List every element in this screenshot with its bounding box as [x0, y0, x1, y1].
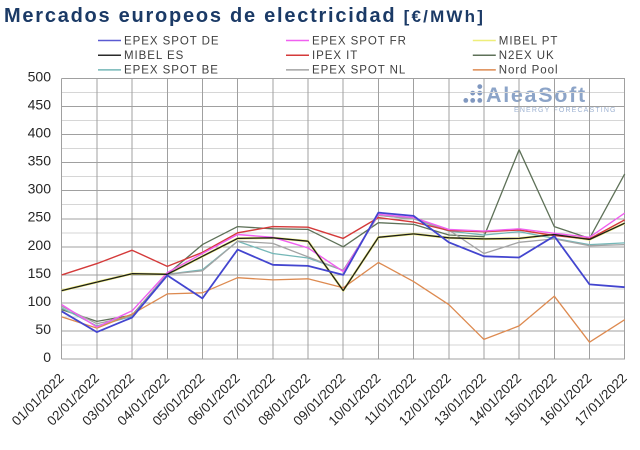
svg-text:250: 250 — [28, 209, 52, 225]
svg-text:400: 400 — [28, 125, 52, 141]
svg-text:Mercados europeos de electrici: Mercados europeos de electricidad [€/MWh… — [4, 5, 485, 27]
svg-text:MIBEL ES: MIBEL ES — [124, 50, 184, 62]
svg-text:150: 150 — [28, 265, 52, 281]
svg-text:MIBEL PT: MIBEL PT — [499, 35, 559, 47]
svg-text:ENERGY FORECASTING: ENERGY FORECASTING — [514, 107, 617, 114]
svg-text:IPEX IT: IPEX IT — [312, 50, 358, 62]
svg-text:EPEX SPOT BE: EPEX SPOT BE — [124, 65, 219, 77]
svg-text:100: 100 — [28, 293, 52, 309]
svg-text:500: 500 — [28, 69, 52, 85]
svg-text:300: 300 — [28, 181, 52, 197]
svg-text:EPEX SPOT DE: EPEX SPOT DE — [124, 35, 220, 47]
svg-text:EPEX SPOT NL: EPEX SPOT NL — [312, 65, 406, 77]
svg-text:450: 450 — [28, 97, 52, 113]
svg-text:200: 200 — [28, 237, 52, 253]
svg-text:50: 50 — [35, 321, 51, 337]
svg-text:0: 0 — [43, 349, 51, 365]
svg-text:Nord Pool: Nord Pool — [499, 65, 559, 77]
svg-text:EPEX SPOT FR: EPEX SPOT FR — [312, 35, 407, 47]
svg-text:N2EX UK: N2EX UK — [499, 50, 555, 62]
svg-text:350: 350 — [28, 153, 52, 169]
svg-text:AleaSoft: AleaSoft — [486, 83, 587, 107]
